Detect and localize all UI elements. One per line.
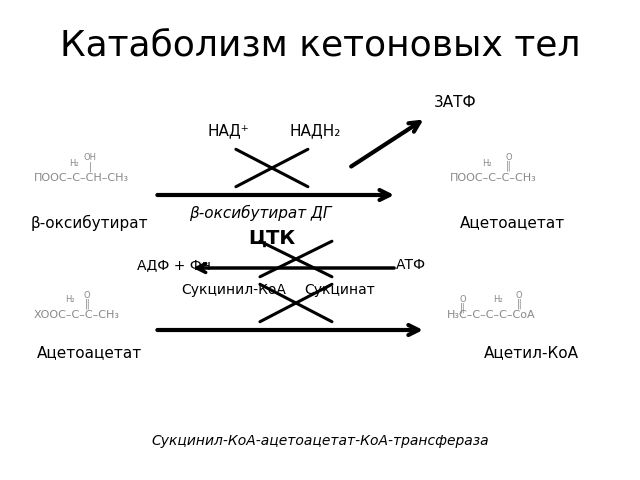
Text: ‖: ‖ [460,303,465,313]
Text: H₂: H₂ [483,158,492,168]
Text: НАД⁺: НАД⁺ [208,123,250,138]
Text: H₂: H₂ [493,296,503,304]
Text: ‖: ‖ [85,299,90,309]
Text: ПOOC–C–C–CH₃: ПOOC–C–C–CH₃ [450,173,536,183]
Text: OH: OH [84,154,97,163]
Text: H₂: H₂ [65,296,75,304]
Text: ПOOC–C–CH–CH₃: ПOOC–C–CH–CH₃ [33,173,129,183]
Text: АТФ: АТФ [396,258,426,272]
Text: АДФ + Фн: АДФ + Фн [137,258,211,272]
Text: Катаболизм кетоновых тел: Катаболизм кетоновых тел [60,28,580,62]
Text: Сукцинил-КоА: Сукцинил-КоА [181,283,286,297]
Text: ЦТК: ЦТК [248,229,296,248]
Text: |: | [88,162,92,172]
Text: H₃C–C–C–C–CoA: H₃C–C–C–C–CoA [447,310,536,320]
Text: Ацетил-КоА: Ацетил-КоА [484,345,579,360]
Text: Ацетоацетат: Ацетоацетат [36,345,142,360]
Text: O: O [84,291,91,300]
Text: O: O [505,154,512,163]
Text: Сукцинил-КоА-ацетоацетат-КоА-трансфераза: Сукцинил-КоА-ацетоацетат-КоА-трансфераза [151,434,489,448]
Text: β-оксибутират: β-оксибутират [30,215,148,231]
Text: ХOOC–C–C–CH₃: ХOOC–C–C–CH₃ [33,310,120,320]
Text: ‖: ‖ [516,299,522,309]
Text: O: O [516,291,522,300]
Text: Ацетоацетат: Ацетоацетат [460,215,565,230]
Text: H₂: H₂ [69,158,79,168]
Text: ‖: ‖ [506,161,511,171]
Text: 3АТФ: 3АТФ [433,95,476,110]
Text: Сукцинат: Сукцинат [304,283,374,297]
Text: O: O [459,296,466,304]
Text: НАДН₂: НАДН₂ [289,123,341,138]
Text: β-оксибутират ДГ: β-оксибутират ДГ [189,205,332,221]
